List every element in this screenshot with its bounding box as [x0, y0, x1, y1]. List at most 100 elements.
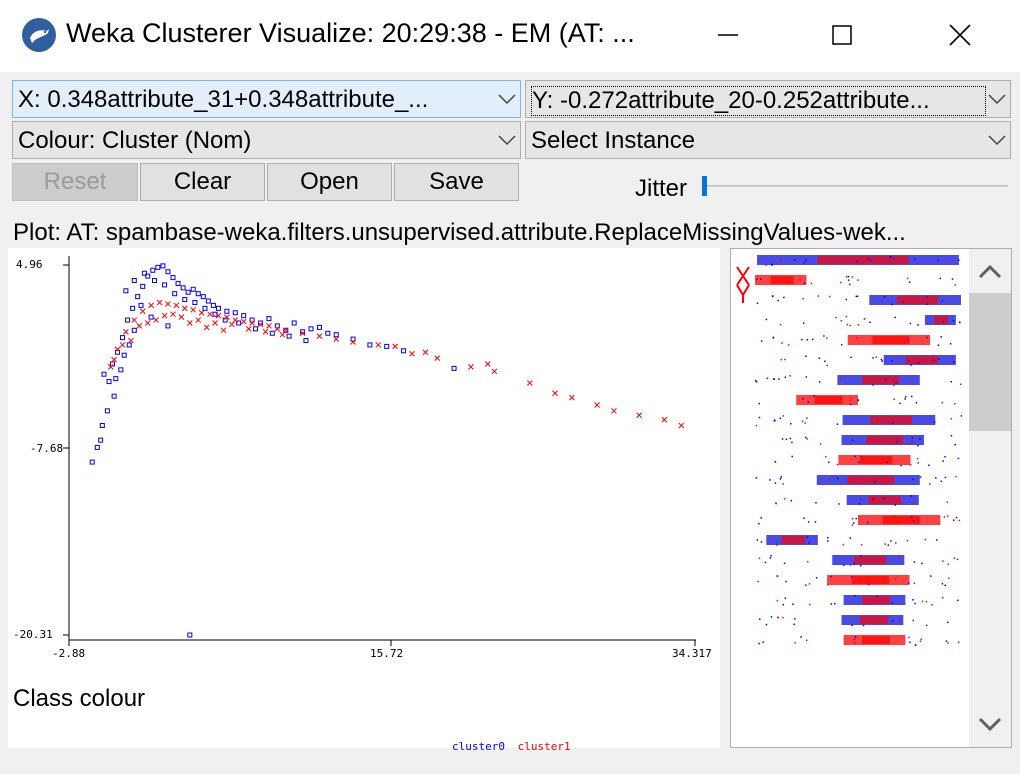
data-point-cluster0[interactable]	[114, 349, 120, 355]
data-point-cluster0[interactable]	[316, 324, 322, 330]
data-point-cluster1[interactable]	[186, 320, 193, 326]
data-point-cluster1[interactable]	[144, 320, 151, 326]
data-point-cluster0[interactable]	[148, 314, 154, 320]
minimize-button[interactable]	[700, 10, 756, 60]
data-point-cluster0[interactable]	[202, 305, 208, 311]
data-point-cluster0[interactable]	[104, 408, 110, 414]
data-point-cluster0[interactable]	[232, 310, 238, 316]
data-point-cluster1[interactable]	[611, 407, 617, 414]
data-point-cluster1[interactable]	[119, 342, 126, 348]
data-point-cluster0[interactable]	[249, 317, 255, 323]
data-point-cluster0[interactable]	[141, 270, 147, 276]
data-point-cluster1[interactable]	[282, 327, 289, 334]
data-point-cluster1[interactable]	[240, 318, 247, 325]
data-point-cluster1[interactable]	[123, 328, 129, 335]
select-instance[interactable]: Select Instance	[525, 121, 1011, 159]
data-point-cluster0[interactable]	[215, 305, 221, 311]
data-point-cluster1[interactable]	[173, 302, 180, 309]
data-point-cluster0[interactable]	[99, 422, 105, 428]
data-point-cluster1[interactable]	[422, 349, 429, 356]
data-point-cluster0[interactable]	[195, 291, 201, 297]
data-point-cluster0[interactable]	[172, 291, 178, 297]
data-point-cluster1[interactable]	[279, 331, 286, 338]
data-point-cluster1[interactable]	[232, 317, 239, 323]
data-point-cluster0[interactable]	[98, 437, 104, 443]
data-point-cluster1[interactable]	[170, 311, 176, 318]
data-point-cluster0[interactable]	[118, 367, 124, 373]
data-point-cluster1[interactable]	[262, 328, 269, 335]
data-point-cluster1[interactable]	[245, 325, 252, 332]
data-point-cluster1[interactable]	[224, 314, 230, 320]
data-point-cluster0[interactable]	[224, 308, 230, 314]
data-point-cluster0[interactable]	[286, 333, 292, 339]
data-point-cluster1[interactable]	[526, 380, 533, 386]
data-point-cluster1[interactable]	[316, 333, 323, 340]
data-point-cluster1[interactable]	[299, 330, 306, 337]
data-point-cluster0[interactable]	[274, 323, 280, 329]
data-point-cluster1[interactable]	[161, 312, 168, 319]
x-axis-select[interactable]: X: 0.348attribute_31+0.348attribute_...	[12, 80, 521, 118]
reset-button[interactable]: Reset	[12, 163, 138, 201]
scroll-up-icon[interactable]	[978, 264, 1002, 279]
data-point-cluster1[interactable]	[257, 321, 264, 328]
data-point-cluster1[interactable]	[128, 337, 134, 344]
data-point-cluster0[interactable]	[121, 352, 127, 358]
close-button[interactable]	[932, 10, 988, 60]
data-point-cluster1[interactable]	[594, 402, 600, 408]
data-point-cluster0[interactable]	[241, 313, 247, 319]
colour-select[interactable]: Colour: Cluster (Nom)	[12, 121, 521, 159]
data-point-cluster1[interactable]	[107, 364, 114, 370]
data-point-cluster0[interactable]	[162, 282, 168, 288]
data-point-cluster0[interactable]	[126, 342, 132, 348]
data-point-cluster1[interactable]	[678, 422, 685, 429]
data-point-cluster0[interactable]	[192, 299, 198, 305]
scroll-down-icon[interactable]	[978, 717, 1002, 732]
data-point-cluster1[interactable]	[484, 361, 491, 367]
data-point-cluster0[interactable]	[252, 326, 258, 332]
data-point-cluster0[interactable]	[135, 294, 141, 300]
data-point-cluster0[interactable]	[113, 376, 119, 382]
data-point-cluster1[interactable]	[636, 412, 643, 419]
data-point-cluster0[interactable]	[269, 330, 275, 336]
data-point-cluster0[interactable]	[210, 302, 216, 308]
data-point-cluster0[interactable]	[94, 444, 100, 450]
open-button[interactable]: Open	[267, 163, 392, 201]
y-axis-select[interactable]: Y: -0.272attribute_20-0.252attribute...	[525, 80, 1011, 118]
maximize-button[interactable]	[814, 10, 870, 60]
legend-cluster0[interactable]: cluster0	[452, 740, 505, 753]
data-point-cluster0[interactable]	[160, 263, 166, 269]
data-point-cluster1[interactable]	[178, 314, 185, 320]
data-point-cluster1[interactable]	[333, 336, 340, 342]
data-point-cluster0[interactable]	[111, 393, 117, 399]
data-point-cluster1[interactable]	[190, 306, 197, 313]
data-point-cluster0[interactable]	[190, 286, 196, 292]
data-point-cluster1[interactable]	[153, 317, 160, 323]
legend-cluster1[interactable]: cluster1	[517, 740, 571, 753]
data-point-cluster0[interactable]	[155, 264, 161, 270]
data-point-cluster0[interactable]	[333, 332, 339, 338]
data-point-cluster1[interactable]	[181, 305, 188, 312]
data-point-cluster1[interactable]	[569, 394, 575, 401]
data-point-cluster0[interactable]	[120, 335, 126, 341]
data-point-cluster1[interactable]	[148, 302, 154, 309]
data-point-cluster1[interactable]	[156, 299, 163, 306]
data-point-cluster0[interactable]	[150, 267, 156, 273]
data-point-cluster1[interactable]	[212, 320, 218, 326]
data-point-cluster0[interactable]	[89, 459, 95, 465]
data-point-cluster0[interactable]	[109, 361, 115, 367]
data-point-cluster1[interactable]	[468, 364, 474, 370]
data-point-cluster0[interactable]	[367, 342, 373, 348]
data-point-cluster1[interactable]	[274, 325, 281, 332]
data-point-cluster0[interactable]	[123, 288, 129, 294]
data-point-cluster0[interactable]	[170, 275, 176, 281]
data-point-cluster0[interactable]	[303, 338, 309, 344]
data-point-cluster1[interactable]	[375, 342, 382, 348]
data-point-cluster0[interactable]	[308, 326, 314, 332]
data-point-cluster1[interactable]	[434, 355, 441, 361]
data-point-cluster0[interactable]	[140, 283, 146, 289]
scrollbar-thumb[interactable]	[969, 293, 1011, 431]
data-point-cluster0[interactable]	[291, 320, 297, 326]
data-point-cluster0[interactable]	[401, 348, 407, 354]
data-point-cluster1[interactable]	[552, 390, 558, 397]
data-point-cluster1[interactable]	[198, 309, 205, 316]
